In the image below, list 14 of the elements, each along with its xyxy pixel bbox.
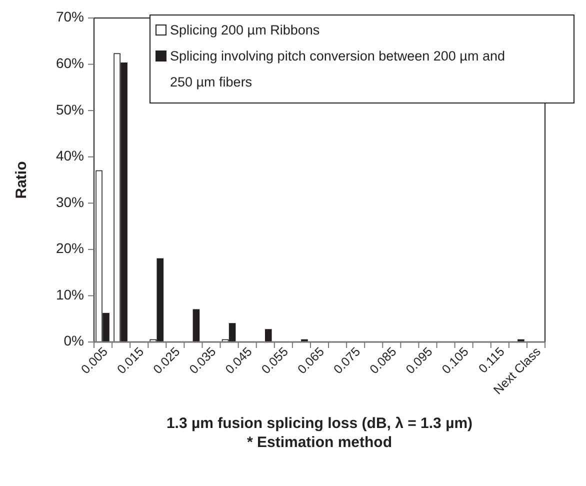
y-tick-label: 60% — [56, 54, 84, 71]
legend-label: Splicing 200 µm Ribbons — [170, 22, 320, 38]
bar — [264, 329, 272, 342]
y-tick-label: 50% — [56, 101, 84, 118]
y-tick-label: 10% — [56, 286, 84, 302]
y-tick-label: 30% — [56, 194, 84, 210]
y-tick-label: 40% — [56, 148, 84, 164]
y-axis-title: Ratio — [13, 161, 30, 199]
y-tick-label: 0% — [64, 332, 84, 349]
bar — [192, 309, 200, 342]
y-tick-label: 70% — [56, 8, 84, 25]
legend-label: Splicing involving pitch conversion between 200 µm and 250 µm fibers — [170, 48, 505, 90]
y-tick-label: 20% — [56, 240, 84, 256]
x-axis-title: 1.3 µm fusion splicing loss (dB, λ = 1.3 µm) * Estimation method — [166, 415, 473, 451]
